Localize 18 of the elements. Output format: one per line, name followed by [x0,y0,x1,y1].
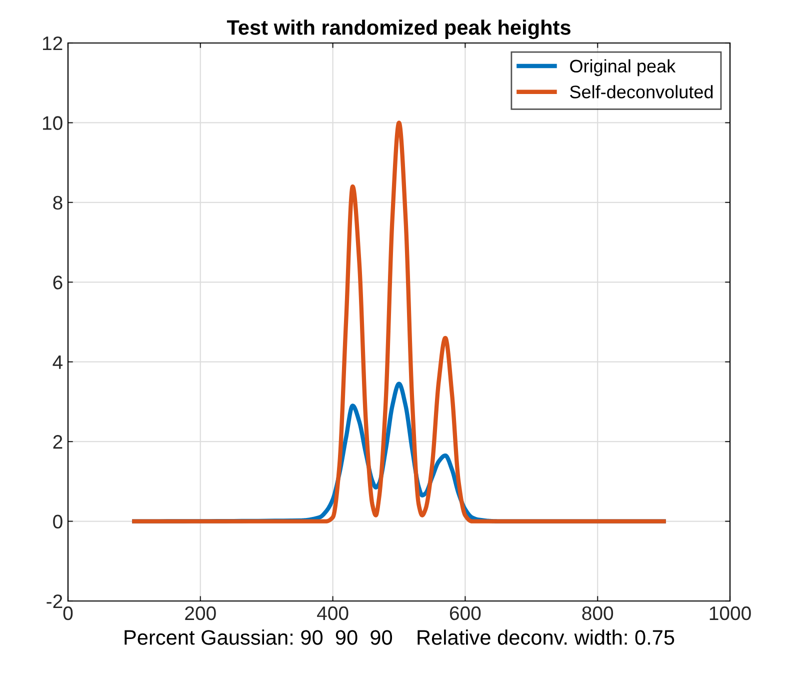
legend-label: Self-deconvoluted [570,85,713,98]
x-tick-label: 200 [185,606,216,620]
x-tick-label: 800 [582,606,614,620]
x-tick-label: 600 [450,606,481,620]
y-tick-label: 10 [42,116,62,130]
y-tick-label: 6 [53,276,62,290]
x-tick-label: 0 [63,606,73,620]
y-tick-label: 2 [53,435,62,449]
y-tick-label: 8 [53,196,62,210]
y-tick-label: -2 [46,594,62,608]
x-tick-label: 1000 [710,606,751,620]
legend-label: Original peak [570,59,676,76]
x-axis-title: Percent Gaussian: 90 90 90 Relative deconv. width: 0.75 [124,630,674,645]
x-tick-label: 400 [317,606,348,620]
y-tick-label: 0 [53,514,62,529]
y-tick-label: 12 [42,36,62,50]
y-tick-label: 4 [52,356,63,369]
chart-title: Test with randomized peak heights [226,20,570,40]
